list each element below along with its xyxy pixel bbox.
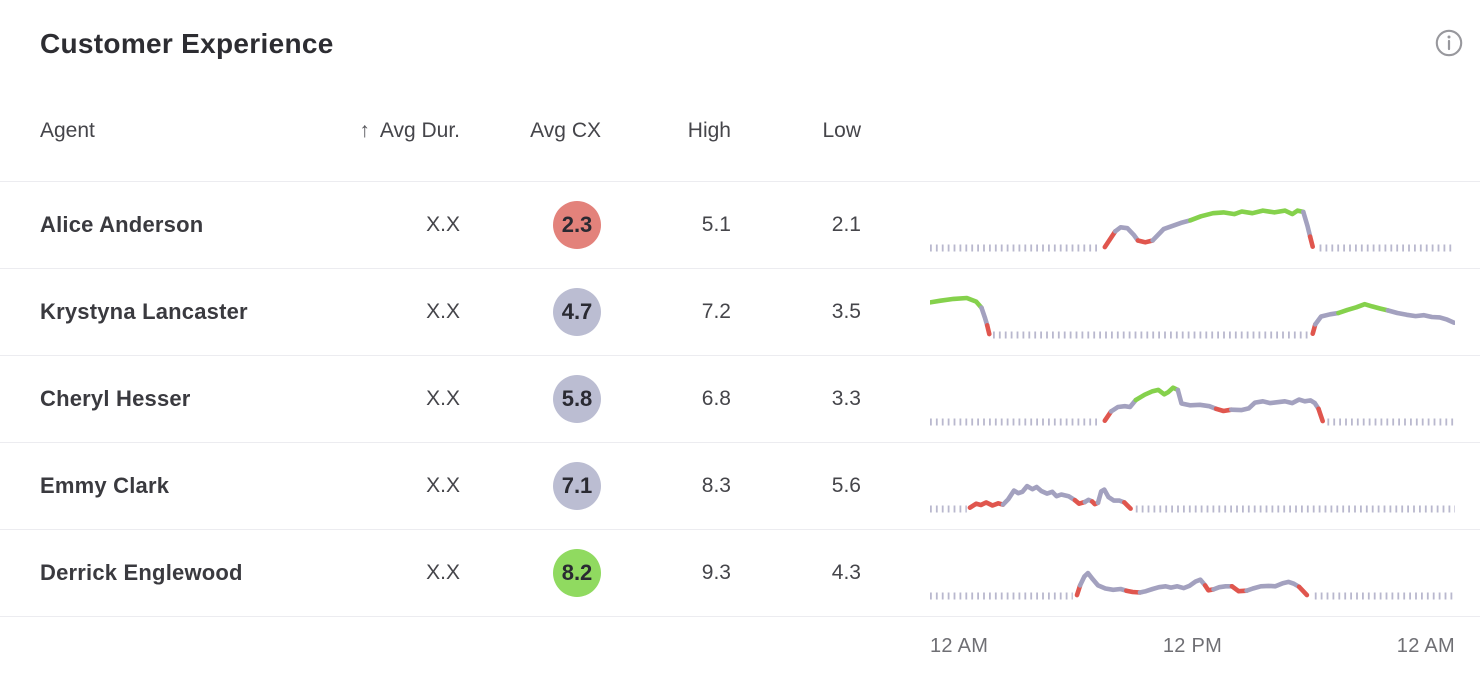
table-row[interactable]: Derrick Englewood X.X 8.2 9.3 4.3: [0, 529, 1480, 617]
avg-cx-cell: 2.3: [460, 201, 601, 249]
agent-name: Emmy Clark: [40, 473, 170, 498]
sparkline-cell: [930, 443, 1455, 529]
sparkline-cell: [930, 530, 1455, 616]
card-title-bar: Customer Experience: [0, 0, 1480, 80]
sparkline-chart: [930, 295, 1455, 339]
info-button[interactable]: [1434, 28, 1464, 58]
page-title: Customer Experience: [40, 28, 334, 59]
table-row[interactable]: Cheryl Hesser X.X 5.8 6.8 3.3: [0, 355, 1480, 442]
axis-tick-12am-left: 12 AM: [930, 635, 989, 657]
sparkline-cell: [930, 356, 1455, 442]
avg-cx-cell: 4.7: [460, 288, 601, 336]
avg-cx-badge: 8.2: [553, 549, 601, 597]
time-axis-labels: 12 AM 12 PM 12 AM: [930, 635, 1455, 658]
sparkline-chart: [930, 385, 1455, 426]
avg-dur-value: X.X: [426, 474, 460, 497]
sparkline-chart: [930, 570, 1455, 600]
avg-cx-badge: 4.7: [553, 288, 601, 336]
avg-cx-cell: 5.8: [460, 375, 601, 423]
low-value: 2.1: [831, 213, 861, 236]
sparkline-chart: [930, 483, 1455, 513]
sparkline-cell: [930, 269, 1455, 355]
avg-cx-cell: 7.1: [460, 462, 601, 510]
low-value: 3.3: [831, 387, 861, 410]
low-value: 5.6: [831, 474, 861, 497]
info-icon: [1435, 29, 1463, 57]
avg-cx-cell: 8.2: [460, 549, 601, 597]
avg-dur-value: X.X: [426, 300, 460, 323]
avg-dur-value: X.X: [426, 387, 460, 410]
high-value: 6.8: [701, 387, 731, 410]
column-header-low[interactable]: Low: [822, 118, 861, 142]
column-header-high[interactable]: High: [687, 118, 731, 142]
table-row[interactable]: Alice Anderson X.X 2.3 5.1 2.1: [0, 181, 1480, 268]
high-value: 8.3: [701, 474, 731, 497]
table-header-row: Agent ↑ Avg Dur. Avg CX High Low: [0, 80, 1480, 181]
table-row[interactable]: Emmy Clark X.X 7.1 8.3 5.6: [0, 442, 1480, 529]
avg-cx-badge: 7.1: [553, 462, 601, 510]
column-header-avg-dur-label: Avg Dur.: [379, 118, 460, 142]
axis-tick-12am-right: 12 AM: [1396, 635, 1455, 657]
agent-name: Krystyna Lancaster: [40, 299, 248, 324]
axis-tick-12pm: 12 PM: [1162, 635, 1223, 657]
agent-name: Alice Anderson: [40, 212, 204, 237]
agent-name: Derrick Englewood: [40, 560, 243, 585]
time-axis-row: 12 AM 12 PM 12 AM: [0, 617, 1480, 658]
high-value: 9.3: [701, 561, 731, 584]
column-header-avg-cx[interactable]: Avg CX: [530, 118, 601, 142]
avg-cx-badge: 5.8: [553, 375, 601, 423]
low-value: 3.5: [831, 300, 861, 323]
sort-ascending-icon[interactable]: ↑: [359, 118, 370, 142]
sparkline-chart: [930, 208, 1455, 252]
agent-name: Cheryl Hesser: [40, 386, 191, 411]
sparkline-cell: [930, 182, 1455, 268]
column-header-agent[interactable]: Agent: [40, 118, 95, 142]
table-row[interactable]: Krystyna Lancaster X.X 4.7 7.2 3.5: [0, 268, 1480, 355]
high-value: 7.2: [701, 300, 731, 323]
table-body: Alice Anderson X.X 2.3 5.1 2.1 Krystyna …: [0, 181, 1480, 617]
high-value: 5.1: [701, 213, 731, 236]
avg-dur-value: X.X: [426, 561, 460, 584]
column-header-avg-dur[interactable]: ↑ Avg Dur.: [325, 119, 460, 143]
low-value: 4.3: [831, 561, 861, 584]
avg-cx-badge: 2.3: [553, 201, 601, 249]
avg-dur-value: X.X: [426, 213, 460, 236]
